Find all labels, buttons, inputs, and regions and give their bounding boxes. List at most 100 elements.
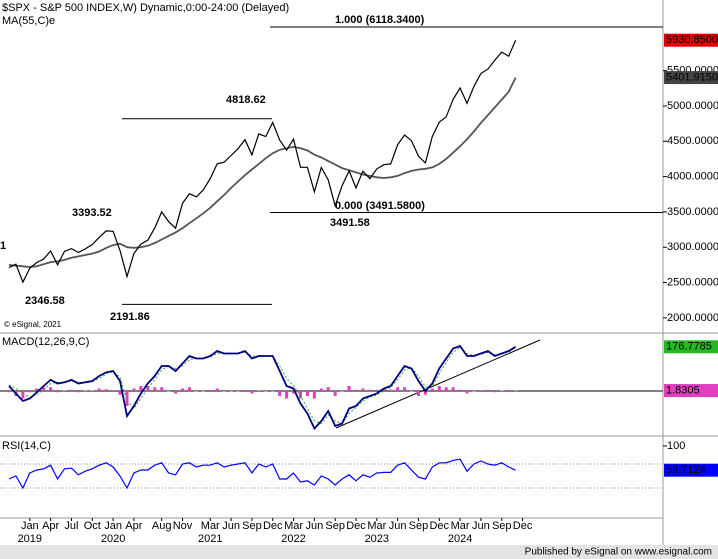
histogram-bar (21, 391, 25, 399)
histogram-bar (229, 391, 233, 392)
histogram-bar (236, 391, 240, 392)
histogram-bar (278, 391, 282, 396)
value-box (664, 340, 718, 354)
histogram-bar (118, 391, 122, 395)
histogram-bar (167, 391, 171, 392)
histogram-bar (326, 387, 330, 391)
histogram-bar (361, 388, 365, 391)
x-tick-label: Sep (325, 520, 345, 532)
histogram-bar (250, 391, 254, 394)
y-tick-label: 4500.0000 (667, 135, 718, 147)
x-tick-label: Dec (429, 520, 449, 532)
x-tick-label: Jan (104, 520, 122, 532)
histogram-bar (368, 389, 372, 391)
year-label: 2020 (101, 533, 125, 545)
histogram-bar (514, 390, 518, 392)
annotation: 1 (0, 240, 6, 252)
y-tick-label: 3500.0000 (667, 206, 718, 218)
histogram-bar (104, 389, 108, 391)
histogram-bar (389, 389, 393, 391)
annotation: 0.000 (3491.5800) (335, 200, 425, 212)
histogram-bar (354, 389, 358, 391)
histogram-bar (493, 391, 497, 393)
y-tick-label: 3000.0000 (667, 241, 718, 253)
histogram-bar (458, 389, 462, 391)
histogram-bar (257, 390, 261, 391)
chart-title: $SPX - S&P 500 INDEX,W) Dynamic,0:00-24:… (2, 2, 289, 14)
histogram-bar (319, 388, 323, 391)
x-tick-label: Sep (492, 520, 512, 532)
histogram-bar (69, 389, 73, 391)
value-box-label: 1.8305 (666, 384, 700, 396)
copyright: © eSignal, 2021 (4, 320, 62, 329)
histogram-bar (292, 391, 296, 394)
histogram-bar (430, 388, 434, 391)
histogram-bar (208, 390, 212, 391)
histogram-bar (479, 390, 483, 391)
histogram-bar (437, 386, 441, 391)
histogram-bar (111, 390, 115, 391)
histogram-bar (403, 387, 407, 391)
histogram-bar (472, 391, 476, 392)
x-tick-label: Sep (242, 520, 262, 532)
year-label: 2022 (281, 533, 305, 545)
histogram-bar (333, 391, 337, 396)
annotation: 3393.52 (72, 207, 112, 219)
histogram-bar (160, 387, 164, 391)
histogram-bar (396, 387, 400, 391)
histogram-bar (174, 391, 178, 394)
histogram-bar (243, 390, 247, 391)
histogram-bar (423, 391, 427, 395)
value-box (664, 71, 718, 85)
value-box-label: 59.7124 (666, 464, 706, 476)
histogram-bar (146, 386, 150, 391)
histogram-bar (444, 387, 448, 391)
histogram-bar (49, 387, 53, 391)
y-tick-label: 100 (667, 440, 685, 452)
x-tick-label: Dec (346, 520, 366, 532)
x-tick-label: Apr (42, 520, 59, 532)
x-tick-label: Jul (64, 520, 78, 532)
x-tick-label: Aug (152, 520, 172, 532)
histogram-bar (382, 388, 386, 391)
x-tick-label: Nov (173, 520, 193, 532)
annotation: 3491.58 (330, 217, 370, 229)
histogram-bar (375, 389, 379, 391)
histogram-bar (132, 388, 136, 391)
histogram-bar (194, 391, 198, 392)
histogram-bar (215, 388, 219, 391)
histogram-bar (201, 391, 205, 392)
x-tick-label: Mar (367, 520, 386, 532)
x-tick-label: Jun (305, 520, 323, 532)
histogram-bar (125, 391, 129, 406)
histogram-bar (264, 391, 268, 392)
year-label: 2024 (448, 533, 472, 545)
annotation: 4818.62 (226, 94, 266, 106)
trend-line (335, 339, 541, 429)
series-line (8, 77, 517, 268)
histogram-bar (90, 390, 94, 391)
x-tick-label: Jan (21, 520, 39, 532)
x-tick-label: Jun (472, 520, 490, 532)
histogram-bar (83, 390, 87, 391)
histogram-bar (507, 390, 511, 391)
series-line (8, 458, 516, 490)
annotation: 2191.86 (110, 311, 150, 323)
histogram-bar (305, 391, 309, 396)
histogram-bar (340, 391, 344, 392)
x-tick-label: Apr (125, 520, 142, 532)
histogram-bar (347, 386, 351, 391)
histogram-bar (486, 389, 490, 391)
y-tick-label: 2500.0000 (667, 276, 718, 288)
y-tick-label: 5000.0000 (667, 100, 718, 112)
footer-text: Published by eSignal on www.esignal.com (525, 547, 712, 558)
histogram-bar (76, 391, 80, 393)
x-tick-label: Mar (451, 520, 470, 532)
histogram-bar (139, 386, 143, 391)
histogram-bar (222, 391, 226, 392)
value-box (664, 384, 718, 398)
histogram-bar (97, 388, 101, 391)
x-tick-label: Jun (222, 520, 240, 532)
